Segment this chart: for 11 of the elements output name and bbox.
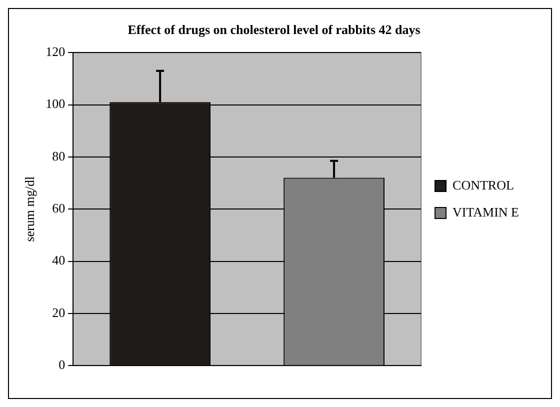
y-tick-label: 120 (46, 44, 66, 60)
y-tick-label: 0 (58, 357, 66, 372)
chart-title: Effect of drugs on cholesterol level of rabbits 42 days (128, 22, 420, 38)
y-tick-label: 100 (46, 96, 66, 112)
y-tick-label: 60 (52, 200, 66, 216)
y-axis-title: serum mg/dl (22, 176, 38, 242)
legend-label: VITAMIN E (452, 204, 520, 220)
y-tick-label: 40 (52, 252, 66, 268)
y-tick-label: 20 (52, 304, 66, 320)
legend-label: CONTROL (452, 177, 514, 192)
y-tick-label: 80 (52, 148, 66, 164)
